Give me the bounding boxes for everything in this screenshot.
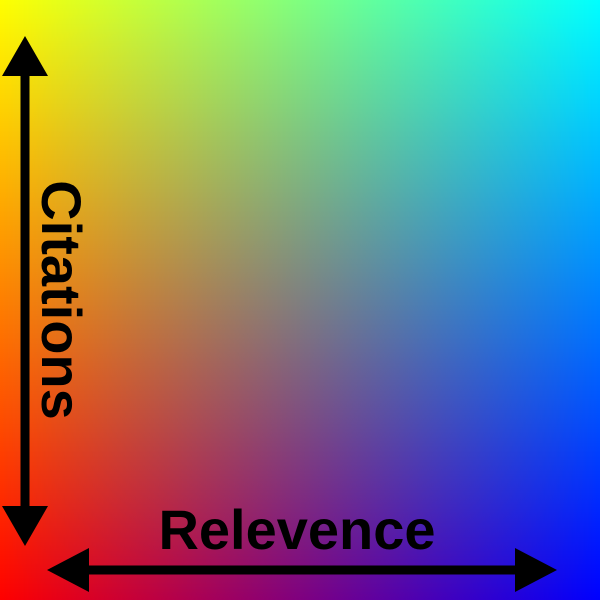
y-axis-label: Citations	[30, 180, 93, 420]
y-axis-arrow	[2, 36, 48, 546]
x-axis-arrow	[47, 548, 557, 592]
x-axis-arrowhead-left	[47, 548, 89, 592]
x-axis-label: Relevence	[158, 498, 436, 561]
y-axis-arrowhead-bottom	[2, 506, 48, 546]
y-axis-arrowhead-top	[2, 36, 48, 76]
x-axis-arrowhead-right	[515, 548, 557, 592]
